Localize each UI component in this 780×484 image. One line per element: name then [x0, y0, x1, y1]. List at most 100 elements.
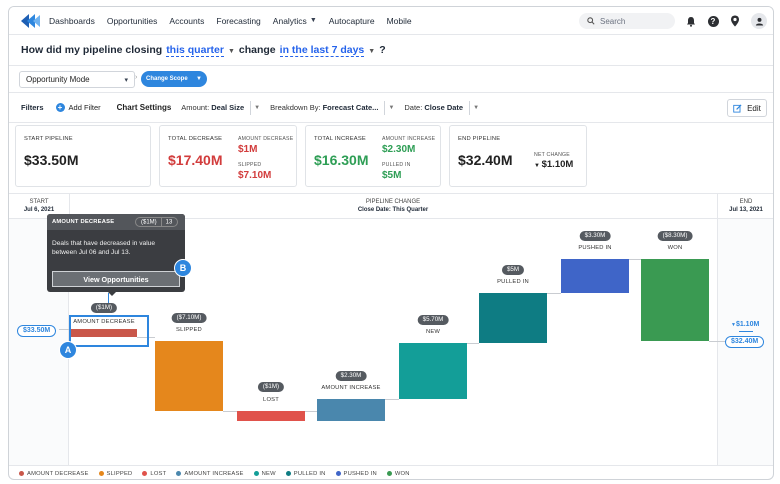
bar-lost[interactable] [237, 411, 305, 421]
chart-settings-label: Chart Settings [116, 103, 172, 112]
connector-line [709, 341, 725, 342]
chevron-down-icon[interactable]: ▼ [388, 104, 395, 111]
card-sub-value: $1M [238, 144, 258, 155]
edit-label: Edit [747, 103, 761, 113]
annotation-marker-b: B [174, 259, 192, 277]
nav-autocapture[interactable]: Autocapture [328, 15, 375, 26]
period-selector[interactable]: this quarter [166, 44, 224, 57]
legend-item-slipped[interactable]: SLIPPED [98, 471, 133, 477]
end-value-pill: $32.40M [725, 336, 765, 348]
start-pipeline-card: START PIPELINE $33.50M [15, 125, 151, 187]
amount-select[interactable]: Amount: Deal Size [181, 103, 244, 112]
pipeline-change-title: PIPELINE CHANGE [365, 199, 421, 205]
chevron-down-icon[interactable]: ▼ [254, 104, 261, 111]
card-sub-label: AMOUNT INCREASE [382, 136, 436, 142]
bar-pulled-in[interactable] [479, 293, 547, 343]
connector-line [137, 337, 155, 338]
total-increase-card: TOTAL INCREASE $16.30M AMOUNT INCREASE $… [305, 125, 441, 187]
breakdown-value: Forecast Cate... [322, 103, 379, 112]
chevron-down-icon[interactable]: ▼ [227, 48, 235, 55]
legend-swatch [176, 471, 182, 476]
legend-item-lost[interactable]: LOST [142, 471, 166, 477]
start-column-header: START Jul 6, 2021 [9, 198, 69, 214]
bar-won[interactable] [641, 259, 709, 341]
edit-button[interactable]: Edit [727, 99, 767, 117]
search-input[interactable]: Search [579, 13, 675, 29]
card-value: $17.40M [168, 152, 223, 168]
nav-opportunities[interactable]: Opportunities [106, 15, 158, 26]
bar-amount-increase[interactable] [317, 399, 385, 421]
chevron-down-icon: ▼ [309, 17, 317, 24]
filters-label: Filters [21, 103, 44, 112]
question-suffix: ? [379, 44, 386, 56]
change-scope-button[interactable]: Change Scope ▼ [141, 71, 207, 87]
category-label-amount-increase: AMOUNT INCREASE [321, 385, 381, 391]
legend-item-amount-increase[interactable]: AMOUNT INCREASE [176, 471, 243, 477]
legend-swatch [335, 471, 341, 476]
card-title: TOTAL INCREASE [314, 136, 366, 142]
top-nav: Dashboards Opportunities Accounts Foreca… [9, 7, 773, 35]
divider [717, 193, 718, 219]
legend-item-pulled-in[interactable]: PULLED IN [285, 471, 326, 477]
connector-line [59, 329, 71, 330]
category-label-won: WON [667, 245, 683, 251]
avatar[interactable] [751, 13, 767, 29]
legend-swatch [142, 471, 148, 476]
card-sub-label: PULLED IN [382, 162, 411, 168]
bar-new[interactable] [399, 343, 467, 399]
legend-label: AMOUNT INCREASE [184, 470, 244, 477]
net-change-value: ▼ $1.10M [534, 159, 574, 170]
tooltip-title: AMOUNT DECREASE [52, 219, 115, 225]
card-value: $33.50M [24, 152, 79, 168]
nav-accounts[interactable]: Accounts [169, 15, 205, 26]
mode-select[interactable]: Opportunity Mode ▾ [19, 71, 135, 88]
page-title: How did my pipeline closing this quarter… [21, 44, 386, 57]
help-icon[interactable]: ? [707, 15, 719, 27]
legend-swatch [386, 471, 392, 476]
add-filter-button[interactable]: + Add Filter [55, 103, 101, 112]
legend-label: WON [394, 470, 410, 477]
connector-line [629, 259, 641, 260]
chevron-down-icon[interactable]: ▼ [368, 48, 376, 55]
card-value: $16.30M [314, 152, 369, 168]
start-title: START [29, 199, 49, 205]
nav-mobile[interactable]: Mobile [386, 15, 412, 26]
category-label-pushed-in: PUSHED IN [578, 245, 612, 251]
card-title: TOTAL DECREASE [168, 136, 223, 142]
tooltip-connector [108, 293, 109, 303]
date-label: Date: [404, 103, 423, 112]
bar-amount-decrease[interactable] [71, 329, 137, 337]
card-sub-label: NET CHANGE [534, 152, 570, 158]
pipeline-change-header: PIPELINE CHANGE Close Date: This Quarter [69, 198, 717, 214]
annotation-marker-a: A [59, 341, 77, 359]
location-pin-icon[interactable] [729, 15, 741, 27]
bar-pushed-in[interactable] [561, 259, 629, 293]
legend-item-won[interactable]: WON [386, 470, 410, 477]
legend-item-new[interactable]: NEW [253, 471, 276, 477]
date-value: Close Date [424, 103, 464, 112]
legend-item-amount-decrease[interactable]: AMOUNT DECREASE [19, 471, 89, 477]
breakdown-select[interactable]: Breakdown By: Forecast Cate... [270, 103, 378, 112]
tooltip-header: AMOUNT DECREASE ($1M) 13 [47, 214, 185, 230]
bell-icon[interactable] [685, 15, 697, 27]
end-column-header: END Jul 13, 2021 [717, 198, 773, 214]
chevron-down-icon: ▼ [196, 76, 202, 82]
amount-value: Deal Size [211, 103, 245, 112]
connector-line [547, 293, 561, 294]
nav-dashboards[interactable]: Dashboards [49, 15, 95, 26]
tooltip-value-badge: ($1M) 13 [135, 217, 179, 227]
legend-item-pushed-in[interactable]: PUSHED IN [335, 471, 377, 477]
range-selector[interactable]: in the last 7 days [279, 44, 365, 57]
edit-icon [733, 103, 742, 113]
nav-analytics[interactable]: Analytics ▼ [272, 15, 317, 26]
app-logo-icon[interactable] [19, 12, 41, 30]
bar-slipped[interactable] [155, 341, 223, 411]
data-label-amount-decrease: ($1M) [90, 303, 118, 313]
date-select[interactable]: Date: Close Date [404, 103, 463, 112]
connector-line [467, 343, 479, 344]
nav-forecasting[interactable]: Forecasting [216, 15, 261, 26]
chevron-down-icon[interactable]: ▼ [473, 104, 480, 111]
view-opportunities-button[interactable]: View Opportunities [52, 271, 180, 287]
data-label-pulled-in: $5M [501, 265, 525, 275]
mode-bar: Opportunity Mode ▾ › Change Scope ▼ [9, 65, 773, 93]
